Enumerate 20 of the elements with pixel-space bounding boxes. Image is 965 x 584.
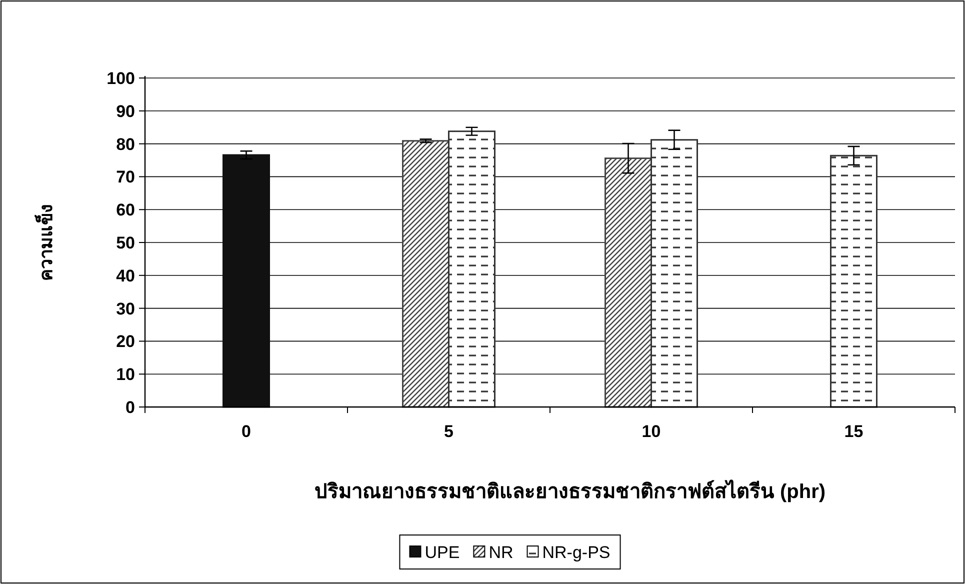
y-tick-label: 90: [116, 102, 135, 121]
y-tick-label: 70: [116, 168, 135, 187]
y-tick-label: 20: [116, 332, 135, 352]
y-tick-label: 40: [116, 266, 135, 286]
x-tick-label: 0: [242, 422, 251, 441]
y-tick-label: 80: [116, 134, 135, 154]
legend-label: UPE: [424, 543, 460, 562]
x-tick-label: 10: [642, 422, 661, 441]
y-tick-label: 30: [116, 299, 135, 318]
x-tick-label: 5: [444, 422, 454, 441]
y-axis-title: ความแข็ง: [34, 204, 56, 281]
y-tick-label: 0: [126, 398, 135, 417]
y-tick-label: 100: [106, 69, 135, 88]
y-tick-label: 60: [116, 200, 135, 220]
legend-label: NR-g-PS: [542, 543, 610, 562]
y-tick-label: 10: [116, 365, 135, 384]
y-tick-label: 50: [116, 234, 135, 252]
x-axis-title: ปริมาณยางธรรมชาติและยางธรรมชาติกราฟต์สไตรีน (phr): [314, 479, 826, 503]
x-tick-label: 15: [844, 422, 864, 441]
legend-label: NR: [488, 543, 514, 562]
